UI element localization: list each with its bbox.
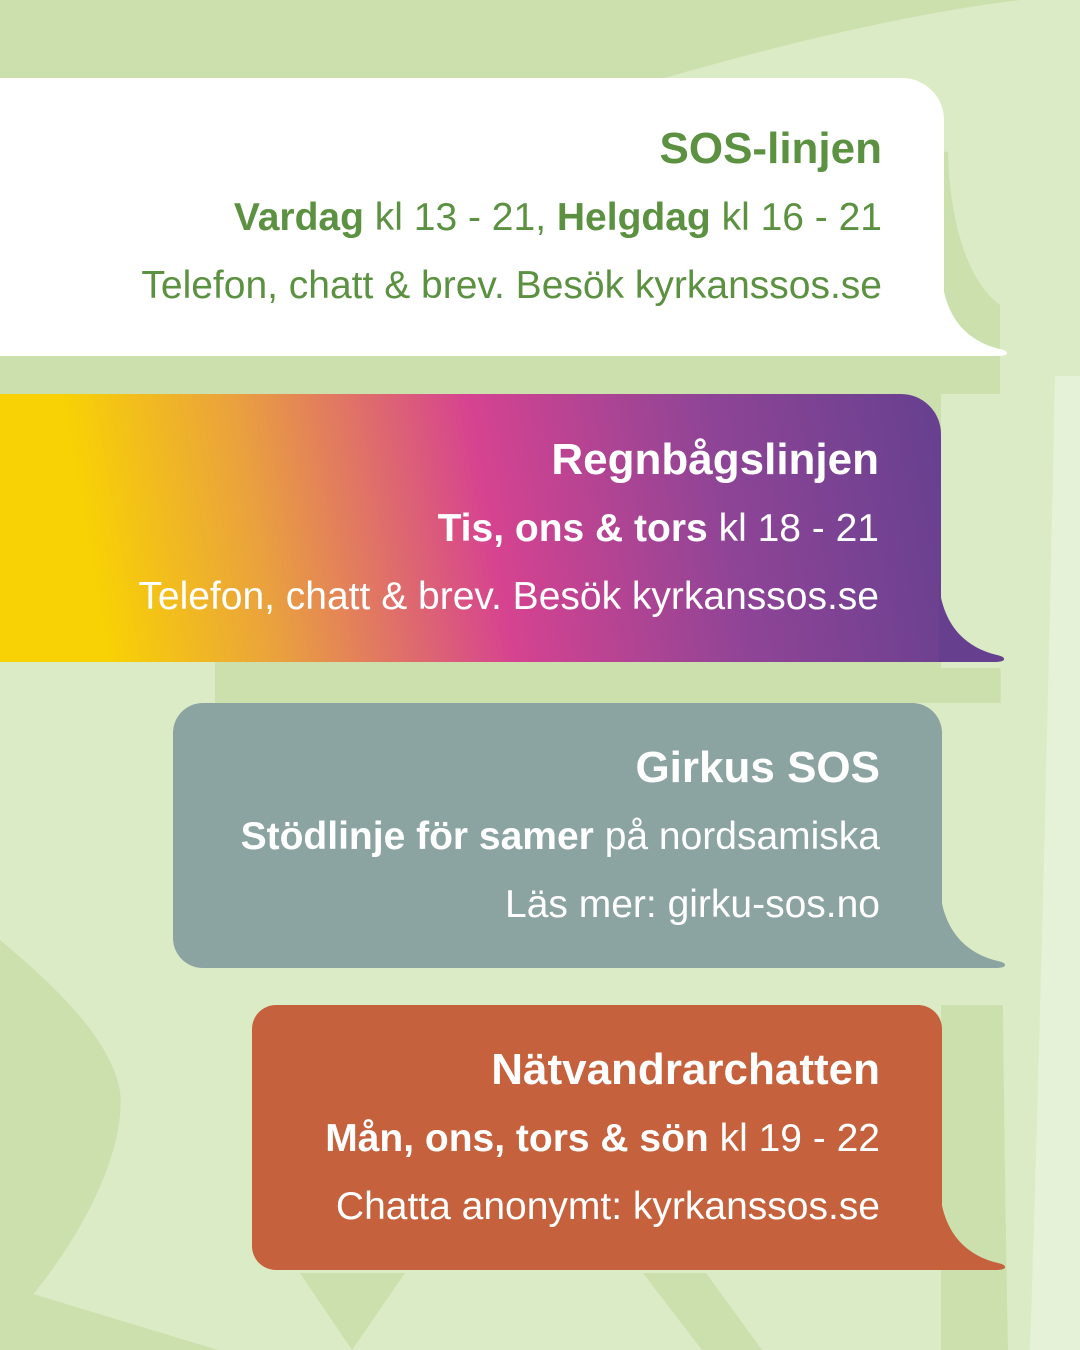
card-info: Telefon, chatt & brev. Besök kyrkanssos.…: [138, 575, 879, 618]
schedule-segment: Helgdag: [556, 196, 711, 239]
card-title: Regnbågslinjen: [551, 435, 879, 484]
schedule-segment: kl 19 - 22: [708, 1116, 880, 1160]
decor-left-wedge: [0, 940, 121, 1332]
card-title: Nätvandrarchatten: [491, 1044, 880, 1094]
speech-tail-icon: [940, 1192, 1006, 1270]
card-info: Läs mer: girku-sos.no: [505, 882, 880, 926]
card-regnbagslinjen: Regnbågslinjen Tis, ons & tors kl 18 - 2…: [0, 394, 1005, 662]
schedule-segment: på nordsamiska: [593, 814, 880, 858]
decor-lightest-band: [1030, 376, 1080, 1350]
decor-diagonal-notch: [643, 1273, 762, 1350]
card-info: Chatta anonymt: kyrkanssos.se: [335, 1184, 880, 1228]
card-schedule: Mån, ons, tors & sön kl 19 - 22: [292, 1112, 880, 1166]
decor-v-notch: [300, 1273, 405, 1350]
speech-tail-icon: [942, 278, 1008, 356]
card-schedule: Vardag kl 13 - 21, Helgdag kl 16 - 21: [40, 191, 882, 245]
schedule-segment: kl 18 - 21: [707, 507, 879, 550]
card-title: SOS-linjen: [659, 124, 882, 173]
decor-top-right-blob: [590, 0, 1080, 1350]
card-sos-linjen: SOS-linjen Vardag kl 13 - 21, Helgdag kl…: [0, 78, 1008, 356]
decor-corner-wedge: [0, 1284, 218, 1350]
card-girkus-sos: Girkus SOS Stödlinje för samer på nordsa…: [173, 703, 1006, 968]
card-title: Girkus SOS: [635, 742, 880, 792]
schedule-segment: Vardag: [233, 196, 364, 239]
speech-tail-icon: [940, 890, 1006, 968]
card-info: Telefon, chatt & brev. Besök kyrkanssos.…: [141, 264, 882, 307]
card-natvandrarchatten: Nätvandrarchatten Mån, ons, tors & sön k…: [252, 1005, 1006, 1270]
card-schedule: Tis, ons & tors kl 18 - 21: [40, 502, 879, 556]
schedule-segment: Mån, ons, tors & sön: [325, 1116, 709, 1160]
schedule-segment: Tis, ons & tors: [437, 507, 708, 550]
speech-tail-icon: [939, 584, 1005, 662]
schedule-segment: kl 13 - 21,: [363, 196, 557, 239]
schedule-segment: kl 16 - 21: [710, 196, 882, 239]
schedule-segment: Stödlinje för samer: [240, 814, 594, 858]
card-schedule: Stödlinje för samer på nordsamiska: [213, 810, 880, 864]
decor-right-band-upper: [941, 394, 1080, 668]
